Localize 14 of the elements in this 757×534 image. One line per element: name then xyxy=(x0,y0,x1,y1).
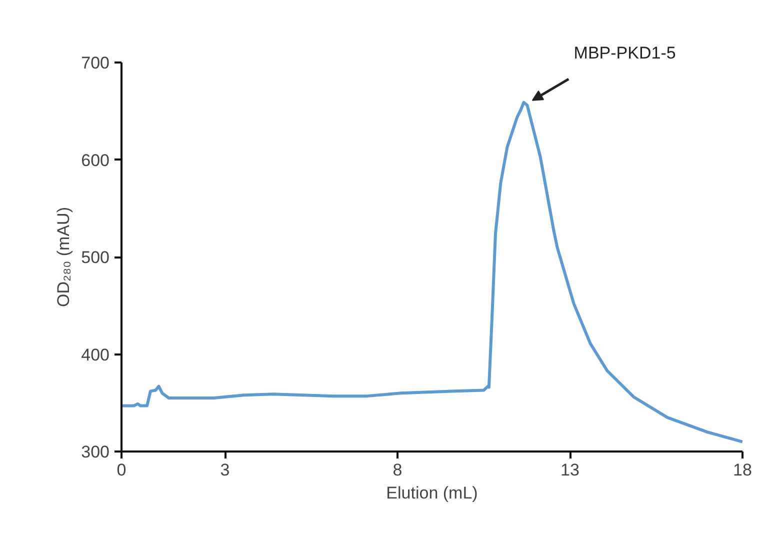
y-axis-title: OD₂₈₀ (mAU) xyxy=(54,206,74,308)
annotation: MBP-PKD1-5 xyxy=(574,44,676,62)
y-tick-label: 600 xyxy=(81,150,110,170)
y-tick-label: 700 xyxy=(81,54,110,72)
y-tick-label: 400 xyxy=(81,345,110,364)
x-tick-label: 13 xyxy=(560,460,580,480)
x-tick-label: 18 xyxy=(733,460,752,480)
y-tick-label: 300 xyxy=(81,442,110,462)
line-series xyxy=(122,100,742,444)
y-tick-label: 500 xyxy=(81,248,110,267)
x-tick-label: 8 xyxy=(392,460,402,480)
x-tick-label: 3 xyxy=(220,460,230,480)
x-tick-label: 0 xyxy=(116,460,126,480)
x-axis-title: Elution (mL) xyxy=(386,484,478,502)
